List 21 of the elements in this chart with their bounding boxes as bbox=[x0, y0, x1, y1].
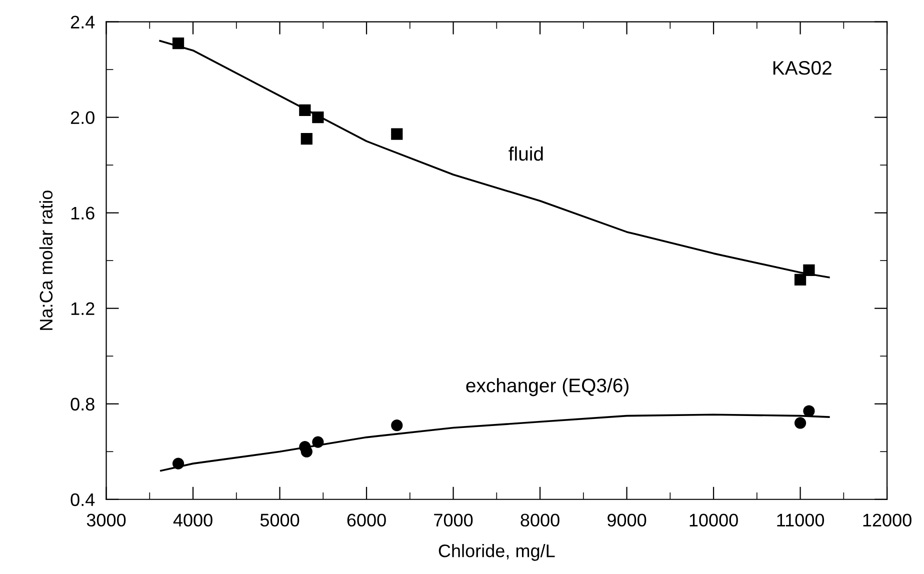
y-tick-label: 1.6 bbox=[71, 206, 94, 220]
x-tick-label: 11000 bbox=[777, 514, 824, 527]
y-tick-label: 0.4 bbox=[70, 493, 95, 506]
annotation: KAS02 bbox=[773, 61, 832, 75]
x-tick-label: 9000 bbox=[608, 514, 646, 527]
y-tick-label: 0.8 bbox=[70, 398, 94, 411]
annotation: fluid bbox=[508, 146, 543, 161]
y-tick-label: 1.2 bbox=[71, 302, 94, 315]
x-tick-label: 5000 bbox=[260, 514, 300, 527]
x-tick-label: 3000 bbox=[86, 514, 126, 527]
x-tick-label: 10000 bbox=[690, 514, 738, 527]
x-tick-label: 7000 bbox=[434, 514, 473, 527]
x-axis-title: Chloride, mg/L bbox=[438, 544, 555, 561]
y-tick-label: 2.0 bbox=[70, 111, 94, 124]
annotation: exchanger (EQ3/6) bbox=[466, 378, 628, 396]
x-tick-label: 4000 bbox=[173, 514, 212, 527]
y-tick-label: 2.4 bbox=[70, 16, 95, 28]
x-tick-label: 8000 bbox=[520, 514, 560, 527]
x-tick-label: 12000 bbox=[863, 514, 912, 527]
y-axis-title: Na:Ca molar ratio bbox=[39, 190, 53, 330]
x-tick-label: 6000 bbox=[347, 514, 386, 527]
